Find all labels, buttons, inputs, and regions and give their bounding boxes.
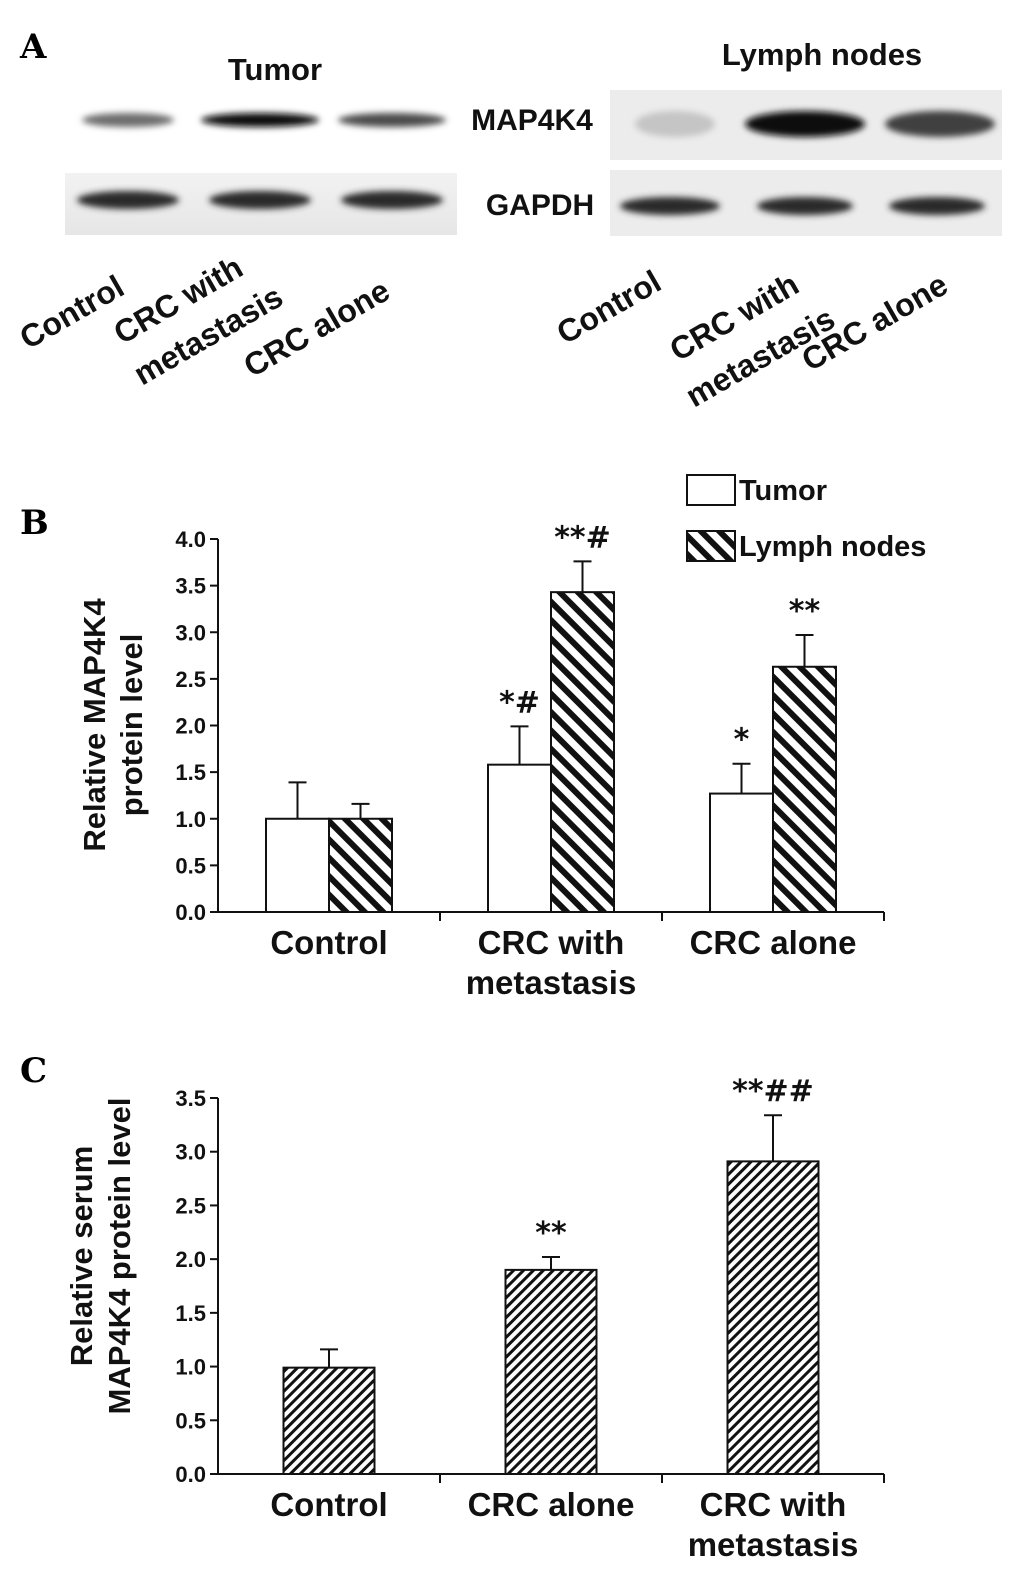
tumor-map4k4-band-1	[201, 113, 319, 127]
chart-c-bar	[726, 1160, 820, 1475]
chart-b-y-tick-label: 0.5	[175, 853, 206, 878]
lymph-map4k4-band-2	[885, 111, 995, 137]
chart-b-significance-label: *#	[499, 685, 540, 720]
chart-c-category-label: Control	[270, 1486, 387, 1523]
blot-left-title: Tumor	[228, 52, 322, 87]
chart-c-y-tick-label: 1.0	[175, 1355, 206, 1380]
chart-b-category-label: CRC alone	[690, 924, 857, 961]
chart-b-legend-swatch	[686, 474, 736, 506]
chart-b-bar	[328, 817, 393, 913]
chart-c: 0.0 0.5 1.0 1.5 2.0 2.5 3.0 3.5 Control ** CRC alo…	[64, 1074, 885, 1563]
blot-row-label-gapdh: GAPDH	[486, 189, 594, 222]
tumor-gapdh-band-0	[77, 191, 179, 209]
chart-b-y-tick-label: 4.0	[175, 527, 206, 552]
blot-strip-lymph-map4k4	[635, 111, 995, 137]
chart-c-y-tick-label: 3.5	[175, 1086, 206, 1111]
panel-letter-c: C	[20, 1051, 47, 1091]
chart-b-bar	[550, 591, 615, 914]
chart-b-category-label-line2: metastasis	[466, 964, 637, 1001]
chart-c-y-tick-label: 0.0	[175, 1462, 206, 1487]
chart-c-y-tick-label: 1.5	[175, 1301, 206, 1326]
chart-c-category-label-line2: metastasis	[688, 1526, 859, 1563]
chart-b-y-tick-label: 1.0	[175, 807, 206, 832]
chart-c-y-tick-label: 0.5	[175, 1408, 206, 1433]
chart-c-category-label: CRC alone	[468, 1486, 635, 1523]
chart-c-bar	[282, 1366, 376, 1476]
chart-b-y-tick-label: 2.0	[175, 714, 206, 739]
chart-c-y-axis-label: Relative serum	[64, 1146, 99, 1367]
blot-right-title: Lymph nodes	[722, 37, 922, 72]
tumor-gapdh-band-2	[341, 191, 443, 209]
lymph-map4k4-band-0	[635, 111, 715, 137]
chart-c-y-tick-label: 3.0	[175, 1140, 206, 1165]
chart-c-y-tick-label: 2.5	[175, 1193, 206, 1218]
chart-b-bar	[772, 665, 837, 913]
tumor-gapdh-band-1	[209, 191, 311, 209]
chart-b-bar	[709, 792, 774, 914]
chart-c-y-tick-label: 2.0	[175, 1247, 206, 1272]
blot-row-label-map4k4: MAP4K4	[471, 104, 593, 137]
chart-b-legend-label: Tumor	[739, 475, 827, 507]
chart-b-y-axis-label: Relative MAP4K4	[77, 598, 112, 852]
chart-b-y-tick-label: 2.5	[175, 667, 206, 692]
lane-label-lymph-control: Control	[551, 263, 668, 351]
blot-strip-tumor-gapdh	[77, 191, 443, 209]
lymph-gapdh-band-0	[620, 197, 720, 215]
chart-b-bar	[487, 763, 552, 913]
tumor-map4k4-band-0	[82, 113, 174, 127]
lymph-map4k4-band-1	[745, 111, 865, 137]
chart-b-y-axis-label-line2: protein level	[114, 634, 149, 817]
chart-b-y-tick-label: 3.0	[175, 620, 206, 645]
panel-letter-a: A	[19, 27, 47, 67]
chart-c-significance-label: **	[535, 1216, 567, 1251]
chart-b-legend-label: Lymph nodes	[739, 531, 926, 563]
chart-b-y-tick-label: 3.5	[175, 574, 206, 599]
tumor-map4k4-band-2	[338, 113, 446, 127]
chart-b-significance-label: **#	[554, 520, 611, 555]
chart-b-category-label: Control	[270, 924, 387, 961]
lymph-gapdh-band-1	[757, 197, 853, 215]
chart-b-y-tick-label: 0.0	[175, 900, 206, 925]
chart-c-significance-label: **##	[732, 1074, 814, 1109]
lymph-gapdh-band-2	[889, 197, 985, 215]
chart-b-bar	[265, 817, 330, 913]
chart-b-significance-label: *	[734, 723, 750, 758]
chart-c-y-axis-label-line2: MAP4K4 protein level	[102, 1098, 137, 1415]
chart-b-significance-label: **	[789, 594, 821, 629]
chart-b: 0.0 0.5 1.0 1.5 2.0 2.5 3.0 3.5 4.0 Control *# **# C…	[77, 474, 926, 1001]
blot-strip-lymph-gapdh	[620, 197, 985, 215]
chart-b-y-tick-label: 1.5	[175, 760, 206, 785]
chart-c-bar	[504, 1268, 598, 1476]
chart-b-legend-swatch	[686, 530, 736, 562]
blot-strip-tumor-map4k4	[82, 113, 446, 127]
chart-c-category-label: CRC with	[700, 1486, 847, 1523]
chart-b-category-label: CRC with	[478, 924, 625, 961]
panel-letter-b: B	[20, 503, 49, 543]
lane-label-tumor-control: Control	[14, 268, 131, 356]
